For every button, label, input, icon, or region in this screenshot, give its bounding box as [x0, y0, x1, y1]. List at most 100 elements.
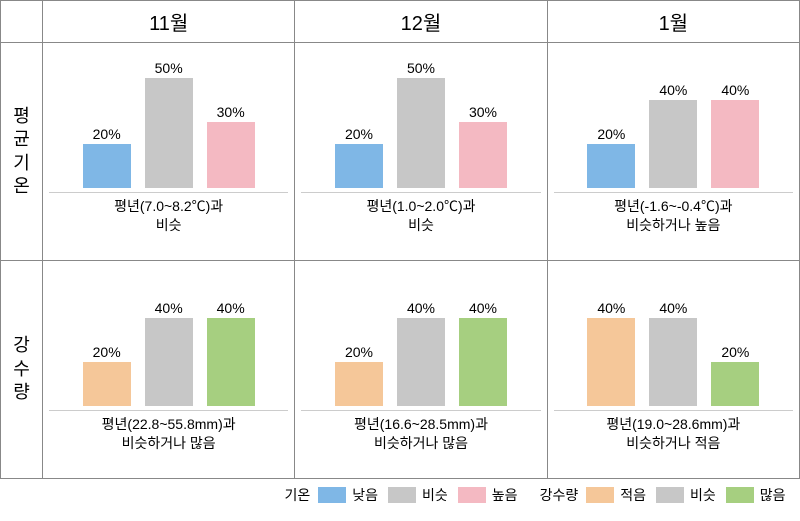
bar [207, 318, 255, 406]
legend-swatch-label: 비슷 [690, 485, 716, 505]
cell-caption: 평년(22.8~55.8mm)과비슷하거나 많음 [49, 410, 288, 455]
bar-wrap: 30% [207, 104, 255, 188]
cell-precip-2: 40% 40% 20% 평년(19.0~28.6mm)과비슷하거나 적음 [547, 261, 799, 479]
cell-caption: 평년(1.0~2.0℃)과비슷 [301, 192, 540, 237]
row-label-char: 량 [1, 381, 42, 404]
bar-value-label: 20% [721, 344, 749, 360]
bar-chart: 20%50%30% [301, 68, 540, 188]
bar-wrap: 40% [207, 300, 255, 406]
bar [711, 362, 759, 406]
bar-wrap: 20% [587, 126, 635, 188]
bar-wrap: 30% [459, 104, 507, 188]
bar [145, 318, 193, 406]
caption-line2: 비슷하거나 적음 [554, 434, 793, 453]
legend-swatch-label: 높음 [492, 485, 518, 505]
bar-wrap: 40% [459, 300, 507, 406]
legend-swatch [726, 487, 754, 503]
cell-temp-2: 20%40%40%평년(-1.6~-0.4℃)과비슷하거나 높음 [547, 43, 799, 261]
bar [335, 362, 383, 406]
cell-precip-0: 20% 40% 40% 평년(22.8~55.8mm)과비슷하거나 많음 [43, 261, 295, 479]
legend-swatch-label: 적음 [620, 485, 646, 505]
legend-group: 기온 낮음 비슷 높음 [285, 485, 522, 505]
row-label-char: 온 [1, 175, 42, 198]
bar-wrap: 40% [649, 300, 697, 406]
row-precip: 강수량 20%40%40%평년(22.8~55.8mm)과비슷하거나 많음 20… [1, 261, 800, 479]
month-header-0: 11월 [43, 1, 295, 43]
bar-wrap: 20% [711, 344, 759, 406]
bar [459, 318, 507, 406]
row-label-char: 수 [1, 358, 42, 381]
bar-chart: 20% 40% 40% [49, 286, 288, 406]
legend-swatch [388, 487, 416, 503]
legend-cell: 기온 낮음 비슷 높음 강수량 적음 비슷 많음 [1, 479, 800, 510]
bar-wrap: 40% [711, 82, 759, 188]
caption-line1: 평년(7.0~8.2℃)과 [49, 197, 288, 216]
legend-swatch [656, 487, 684, 503]
bar-value-label: 40% [659, 300, 687, 316]
bar-chart: 20%50%30% [49, 68, 288, 188]
cell-temp-0: 20%50%30%평년(7.0~8.2℃)과비슷 [43, 43, 295, 261]
cell-caption: 평년(-1.6~-0.4℃)과비슷하거나 높음 [554, 192, 793, 237]
month-header-2: 1월 [547, 1, 799, 43]
bar-chart: 20% 40% 40% [301, 286, 540, 406]
bar-value-label: 40% [155, 300, 183, 316]
caption-line1: 평년(19.0~28.6mm)과 [554, 415, 793, 434]
bar [649, 318, 697, 406]
bar [587, 318, 635, 406]
bar [207, 122, 255, 188]
bar [397, 78, 445, 188]
bar [587, 144, 635, 188]
bar-value-label: 20% [345, 126, 373, 142]
bar [397, 318, 445, 406]
bar-value-label: 40% [659, 82, 687, 98]
bar-value-label: 40% [597, 300, 625, 316]
legend-row: 기온 낮음 비슷 높음 강수량 적음 비슷 많음 [1, 479, 800, 510]
bar [459, 122, 507, 188]
bar-value-label: 50% [155, 60, 183, 76]
row-temp: 평균기온 20%50%30%평년(7.0~8.2℃)과비슷 20%50%30%평… [1, 43, 800, 261]
bar-value-label: 40% [469, 300, 497, 316]
bar-wrap: 40% [649, 82, 697, 188]
caption-line1: 평년(22.8~55.8mm)과 [49, 415, 288, 434]
caption-line2: 비슷하거나 높음 [554, 216, 793, 235]
legend-swatch-label: 낮음 [352, 485, 378, 505]
bar-value-label: 40% [217, 300, 245, 316]
legend-swatch [586, 487, 614, 503]
legend-swatch-label: 많음 [760, 485, 786, 505]
bar [649, 100, 697, 188]
bar-value-label: 30% [217, 104, 245, 120]
caption-line1: 평년(1.0~2.0℃)과 [301, 197, 540, 216]
bar-value-label: 50% [407, 60, 435, 76]
bar-value-label: 20% [93, 344, 121, 360]
caption-line2: 비슷 [49, 216, 288, 235]
cell-precip-1: 20%40%40%평년(16.6~28.5mm)과비슷하거나 많음 [295, 261, 547, 479]
legend-group-title: 기온 [285, 485, 311, 505]
bar-value-label: 20% [93, 126, 121, 142]
bar-chart: 40% 40% 20% [554, 286, 793, 406]
row-label-temp: 평균기온 [1, 43, 43, 261]
bar-chart: 20% 40% 40% [554, 68, 793, 188]
bar [83, 144, 131, 188]
cell-caption: 평년(19.0~28.6mm)과비슷하거나 적음 [554, 410, 793, 455]
legend-swatch-label: 비슷 [422, 485, 448, 505]
month-header-1: 12월 [295, 1, 547, 43]
cell-temp-1: 20%50%30%평년(1.0~2.0℃)과비슷 [295, 43, 547, 261]
legend-group-title: 강수량 [540, 485, 579, 505]
bar-wrap: 40% [587, 300, 635, 406]
bar-value-label: 20% [345, 344, 373, 360]
bar [83, 362, 131, 406]
row-label-char: 강 [1, 334, 42, 357]
row-label-precip: 강수량 [1, 261, 43, 479]
bar-wrap: 40% [145, 300, 193, 406]
bar-value-label: 30% [469, 104, 497, 120]
caption-line2: 비슷 [301, 216, 540, 235]
caption-line1: 평년(-1.6~-0.4℃)과 [554, 197, 793, 216]
caption-line2: 비슷하거나 많음 [301, 434, 540, 453]
bar-wrap: 20% [335, 126, 383, 188]
bar [335, 144, 383, 188]
forecast-table: 11월 12월 1월 평균기온 20%50%30%평년(7.0~8.2℃)과비슷… [0, 0, 800, 509]
legend-group: 강수량 적음 비슷 많음 [540, 485, 790, 505]
row-label-char: 평 [1, 105, 42, 128]
bar-value-label: 40% [407, 300, 435, 316]
bar-wrap: 50% [145, 60, 193, 188]
